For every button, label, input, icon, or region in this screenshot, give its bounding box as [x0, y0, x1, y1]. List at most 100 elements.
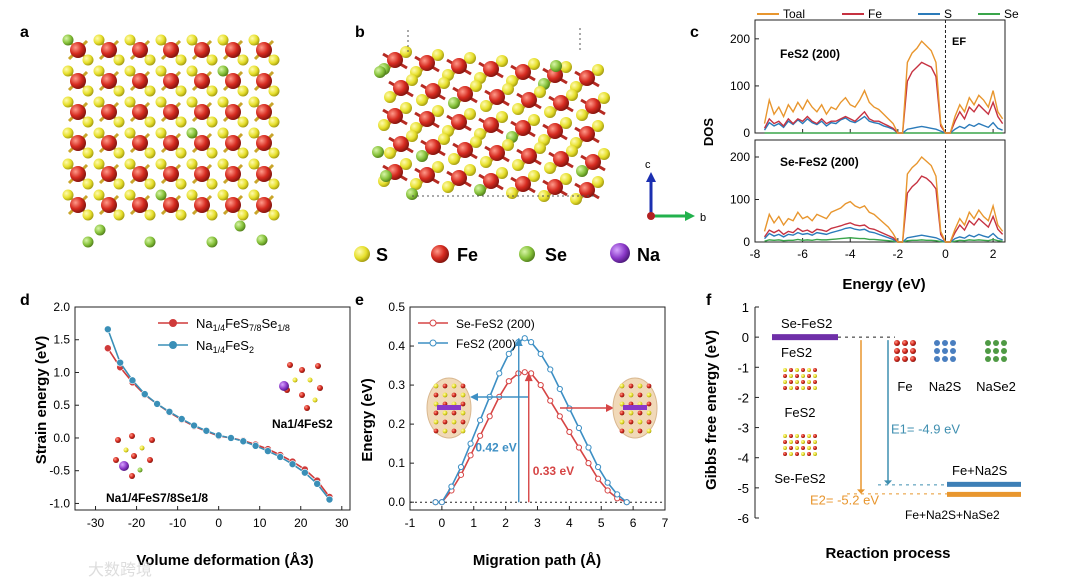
product-atom: [942, 348, 948, 354]
e2-label: E2= -5.2 eV: [810, 492, 879, 507]
dos-line-toal: [763, 155, 1004, 243]
migration-point: [547, 397, 554, 404]
s-atom: [438, 133, 450, 145]
s-atom: [248, 127, 260, 139]
s-atom: [534, 142, 546, 154]
structure-atom: [795, 434, 799, 438]
migration-point: [467, 440, 474, 447]
y-tick-label: 1: [742, 300, 749, 315]
strain-point: [276, 453, 285, 461]
s-atom: [560, 117, 572, 129]
s-atom: [268, 209, 280, 221]
fe-atom: [579, 126, 595, 142]
s-atom: [237, 178, 249, 190]
y-tick-label: -0.5: [49, 464, 70, 478]
s-atom: [480, 156, 492, 168]
structure-atom: [795, 374, 799, 378]
s-atom: [237, 85, 249, 97]
s-atom: [144, 85, 156, 97]
fe-atom: [419, 111, 435, 127]
product-atom: [942, 356, 948, 362]
inset-atom: [460, 410, 466, 416]
s-atom: [237, 147, 249, 159]
x-tick-label: 6: [630, 516, 637, 530]
se-atom: [474, 184, 486, 196]
x-tick-label: -20: [128, 516, 146, 530]
structure-atom: [807, 368, 811, 372]
strain-plot: -1.0 -0.5 0.0 0.5 1.0 1.5 2.0 -30 -20 -10 0 10 20 30: [49, 300, 351, 530]
fe-atom: [579, 70, 595, 86]
fe-atom: [70, 104, 86, 120]
product-atom: [934, 348, 940, 354]
fe-atom: [515, 120, 531, 136]
fe-atom: [70, 197, 86, 213]
migration-point: [556, 413, 563, 420]
s-atom: [124, 127, 136, 139]
inset-atom: [460, 392, 466, 398]
fe-atom: [515, 176, 531, 192]
x-tick-label: 20: [294, 516, 308, 530]
fe-atom: [194, 166, 210, 182]
structure-atom: [789, 386, 793, 390]
structure-atom: [813, 452, 817, 456]
legend-label: S: [944, 7, 952, 21]
level-e1-label: Fe+Na2S: [952, 463, 1008, 478]
legend-sphere-fe: [431, 245, 449, 263]
structure-atom: [789, 446, 793, 450]
s-atom: [560, 173, 572, 185]
x-tick-label: 30: [335, 516, 349, 530]
s-atom: [113, 54, 125, 66]
fe-atom: [387, 52, 403, 68]
fe-atom: [225, 135, 241, 151]
s-atom: [93, 65, 105, 77]
level-e1: [947, 481, 1021, 487]
inset-structure-d2: [113, 433, 155, 479]
s-atom: [528, 170, 540, 182]
migration-line: [435, 371, 628, 503]
y-tick-label: -1.0: [49, 496, 70, 510]
fe-atom: [101, 73, 117, 89]
dos-plot: 0 100 200 0 100 200 -8 -6 -4 -2 0 2: [730, 19, 1006, 261]
inset-atom: [637, 410, 643, 416]
migration-point: [505, 378, 512, 385]
dos-frame: [754, 19, 1006, 134]
legend-sphere-na: [610, 243, 630, 263]
legend-label: Na1/4FeS7/8Se1/8: [196, 316, 290, 333]
inset-atom: [442, 410, 448, 416]
structure-atom: [783, 368, 787, 372]
fe-atom: [163, 104, 179, 120]
inset-atom: [646, 401, 652, 407]
panel-label-e: e: [355, 292, 364, 309]
fe-atom: [515, 64, 531, 80]
s-atom: [598, 148, 610, 160]
s-atom: [93, 189, 105, 201]
s-atom: [268, 116, 280, 128]
s-atom: [464, 108, 476, 120]
structure-label: Se-FeS2: [774, 471, 825, 486]
strain-point: [153, 400, 161, 408]
s-atom: [124, 189, 136, 201]
product-atom: [902, 348, 908, 354]
inset-atom: [637, 392, 643, 398]
migration-point: [575, 424, 583, 432]
product-atom: [934, 340, 940, 346]
strain-xlabel: Volume deformation (Å3): [136, 552, 313, 569]
inset-atom: [442, 419, 448, 425]
fe-atom: [483, 173, 499, 189]
y-tick-label: 0.3: [388, 378, 405, 392]
fe-atom: [451, 58, 467, 74]
panel-label-f: f: [706, 292, 712, 309]
panel-label-d: d: [20, 292, 30, 309]
legend-label: Se-FeS2 (200): [456, 317, 535, 331]
inset-atom: [460, 401, 466, 407]
inset-atom: [646, 410, 652, 416]
inset-atom: [619, 410, 625, 416]
fe-atom: [489, 89, 505, 105]
watermark: 大数跨境: [88, 560, 152, 579]
migration-point: [486, 413, 493, 420]
y-tick-label: -4: [737, 451, 749, 466]
s-atom: [410, 178, 422, 190]
structure-atom: [789, 374, 793, 378]
s-atom: [113, 116, 125, 128]
s-atom: [400, 158, 412, 170]
